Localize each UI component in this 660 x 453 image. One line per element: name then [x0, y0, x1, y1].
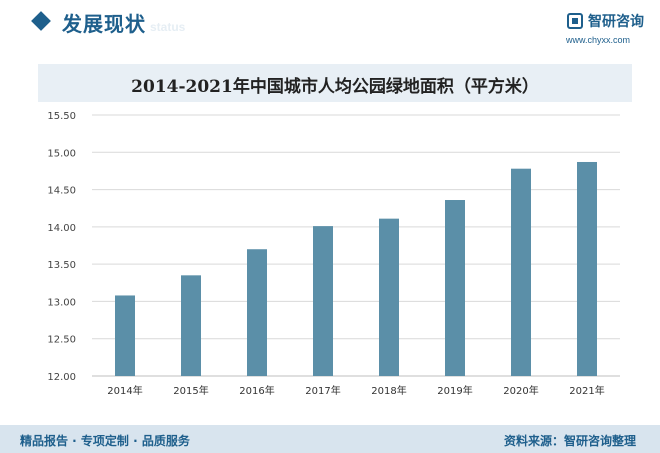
logo-url[interactable]: www.chyxx.com: [566, 35, 631, 45]
footer-tagline: 精品报告 · 专项定制 · 品质服务: [20, 434, 190, 448]
footer-band: [0, 425, 660, 453]
x-tick-label: 2020年: [503, 384, 538, 397]
x-tick-label: 2018年: [371, 384, 406, 397]
x-tick-label: 2021年: [569, 384, 604, 397]
y-tick-label: 15.00: [47, 148, 76, 159]
x-tick-label: 2019年: [437, 384, 472, 397]
y-tick-label: 13.00: [47, 297, 76, 308]
x-tick-label: 2014年: [107, 384, 142, 397]
bar: [445, 200, 465, 376]
chart-title: 2014-2021年中国城市人均公园绿地面积（平方米）: [131, 77, 539, 97]
y-tick-label: 12.00: [47, 372, 76, 383]
bar-chart: 12.00 12.50 13.00 13.50 14.00 14.50 15.00 15.50…: [47, 111, 620, 397]
bar: [577, 161, 597, 376]
x-tick-label: 2016年: [239, 384, 274, 397]
title-band: [38, 64, 632, 102]
source-note: 资料来源：智研咨询整理: [504, 434, 637, 448]
bar: [313, 226, 333, 376]
logo-icon: [567, 13, 583, 29]
y-tick-label: 13.50: [47, 260, 76, 271]
bar: [247, 249, 267, 376]
section-title: 发展现状: [62, 12, 146, 36]
bar: [181, 275, 201, 376]
y-tick-label: 12.50: [47, 335, 76, 346]
x-tick-label: 2015年: [173, 384, 208, 397]
header: 发展现状 status 智研咨询 www.chyxx.com: [0, 0, 660, 50]
bar: [115, 295, 135, 376]
bar: [379, 218, 399, 376]
x-tick-label: 2017年: [305, 384, 340, 397]
y-tick-label: 14.50: [47, 186, 76, 197]
section-subtitle: status: [150, 20, 186, 34]
logo-name: 智研咨询: [588, 14, 644, 30]
bar: [511, 168, 531, 376]
y-tick-label: 14.00: [47, 223, 76, 234]
y-tick-label: 15.50: [47, 111, 76, 122]
